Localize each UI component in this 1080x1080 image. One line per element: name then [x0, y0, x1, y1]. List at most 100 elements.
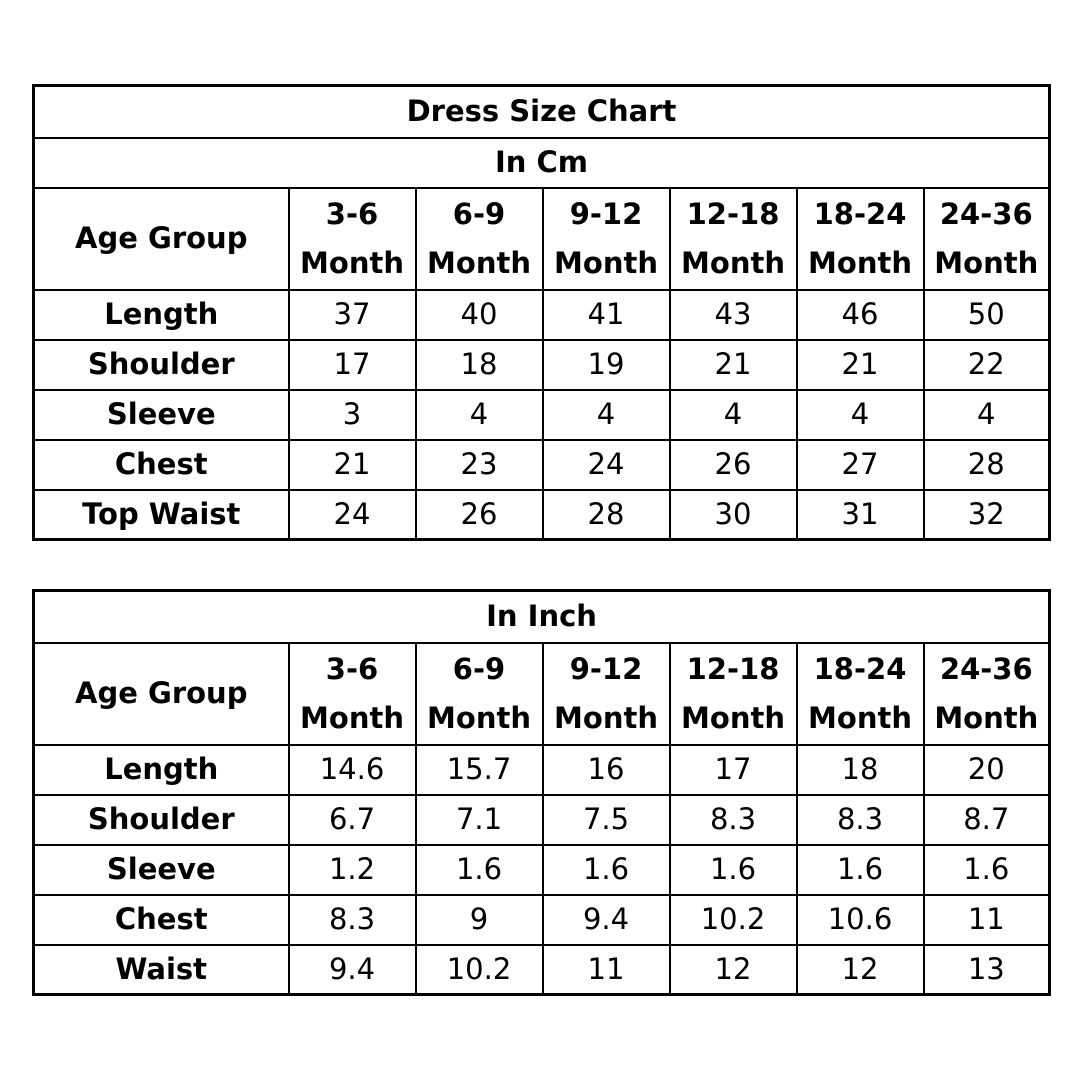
inch-unit-heading: In Inch — [32, 589, 1051, 644]
value-cell: 6.7 — [287, 793, 417, 846]
value-cell: 4 — [795, 388, 925, 441]
value-cell: 30 — [668, 488, 798, 541]
value-cell: 19 — [541, 338, 671, 391]
size-unit: Month — [808, 245, 912, 280]
value-cell: 22 — [922, 338, 1051, 391]
value-cell: 41 — [541, 288, 671, 341]
age-group-header: Age Group — [32, 641, 290, 746]
size-unit: Month — [554, 700, 658, 735]
size-range: 3-6 — [325, 196, 379, 231]
value-cell: 20 — [922, 743, 1051, 796]
table-row: Sleeve 1.2 1.6 1.6 1.6 1.6 1.6 — [32, 843, 1051, 896]
value-cell: 10.6 — [795, 893, 925, 946]
value-cell: 1.2 — [287, 843, 417, 896]
size-range: 18-24 — [813, 651, 907, 686]
value-cell: 40 — [414, 288, 544, 341]
value-cell: 8.3 — [795, 793, 925, 846]
size-header: 6-9 Month — [414, 186, 544, 291]
value-cell: 21 — [287, 438, 417, 491]
value-cell: 4 — [541, 388, 671, 441]
value-cell: 46 — [795, 288, 925, 341]
size-unit: Month — [300, 700, 404, 735]
size-range: 12-18 — [686, 196, 780, 231]
value-cell: 4 — [668, 388, 798, 441]
value-cell: 23 — [414, 438, 544, 491]
value-cell: 17 — [668, 743, 798, 796]
value-cell: 7.5 — [541, 793, 671, 846]
row-label: Shoulder — [32, 793, 290, 846]
cm-unit-heading: In Cm — [32, 136, 1051, 189]
value-cell: 28 — [541, 488, 671, 541]
value-cell: 1.6 — [541, 843, 671, 896]
size-range: 12-18 — [686, 651, 780, 686]
size-header: 6-9 Month — [414, 641, 544, 746]
value-cell: 13 — [922, 943, 1051, 996]
value-cell: 12 — [668, 943, 798, 996]
value-cell: 27 — [795, 438, 925, 491]
value-cell: 10.2 — [668, 893, 798, 946]
value-cell: 8.3 — [668, 793, 798, 846]
inch-size-table: In Inch Age Group 3-6 Month 6-9 Month 9-12… — [32, 589, 1052, 996]
table-row: Top Waist 24 26 28 30 31 32 — [32, 488, 1051, 541]
size-header: 12-18 Month — [668, 186, 798, 291]
value-cell: 50 — [922, 288, 1051, 341]
row-label: Chest — [32, 893, 290, 946]
cm-size-table: Dress Size Chart In Cm Age Group 3-6 Mont… — [32, 84, 1052, 541]
value-cell: 9.4 — [287, 943, 417, 996]
value-cell: 11 — [541, 943, 671, 996]
value-cell: 9 — [414, 893, 544, 946]
value-cell: 32 — [922, 488, 1051, 541]
value-cell: 26 — [668, 438, 798, 491]
size-header: 3-6 Month — [287, 186, 417, 291]
size-range: 6-9 — [452, 651, 506, 686]
value-cell: 26 — [414, 488, 544, 541]
table-row: Shoulder 17 18 19 21 21 22 — [32, 338, 1051, 391]
row-label: Length — [32, 288, 290, 341]
value-cell: 9.4 — [541, 893, 671, 946]
value-cell: 4 — [414, 388, 544, 441]
size-header: 3-6 Month — [287, 641, 417, 746]
size-unit: Month — [934, 245, 1039, 280]
value-cell: 10.2 — [414, 943, 544, 996]
row-label: Sleeve — [32, 388, 290, 441]
size-header: 9-12 Month — [541, 641, 671, 746]
table-row: Length 37 40 41 43 46 50 — [32, 288, 1051, 341]
table-row: Shoulder 6.7 7.1 7.5 8.3 8.3 8.7 — [32, 793, 1051, 846]
table-row: Waist 9.4 10.2 11 12 12 13 — [32, 943, 1051, 996]
size-unit: Month — [808, 700, 912, 735]
value-cell: 1.6 — [795, 843, 925, 896]
size-unit: Month — [934, 700, 1039, 735]
value-cell: 8.7 — [922, 793, 1051, 846]
table-row: Sleeve 3 4 4 4 4 4 — [32, 388, 1051, 441]
value-cell: 1.6 — [922, 843, 1051, 896]
size-header: 18-24 Month — [795, 641, 925, 746]
value-cell: 18 — [414, 338, 544, 391]
size-unit: Month — [427, 700, 531, 735]
value-cell: 21 — [668, 338, 798, 391]
value-cell: 15.7 — [414, 743, 544, 796]
size-range: 18-24 — [813, 196, 907, 231]
value-cell: 14.6 — [287, 743, 417, 796]
size-header: 9-12 Month — [541, 186, 671, 291]
value-cell: 4 — [922, 388, 1051, 441]
value-cell: 24 — [287, 488, 417, 541]
size-header: 18-24 Month — [795, 186, 925, 291]
size-range: 24-36 — [939, 651, 1033, 686]
row-label: Length — [32, 743, 290, 796]
value-cell: 12 — [795, 943, 925, 996]
table-row: Length 14.6 15.7 16 17 18 20 — [32, 743, 1051, 796]
chart-title: Dress Size Chart — [32, 84, 1051, 139]
value-cell: 7.1 — [414, 793, 544, 846]
size-unit: Month — [554, 245, 658, 280]
row-label: Chest — [32, 438, 290, 491]
value-cell: 24 — [541, 438, 671, 491]
size-unit: Month — [300, 245, 404, 280]
value-cell: 1.6 — [414, 843, 544, 896]
size-range: 24-36 — [939, 196, 1033, 231]
size-unit: Month — [427, 245, 531, 280]
value-cell: 16 — [541, 743, 671, 796]
size-range: 9-12 — [569, 651, 643, 686]
size-unit: Month — [681, 245, 785, 280]
value-cell: 8.3 — [287, 893, 417, 946]
size-range: 9-12 — [569, 196, 643, 231]
